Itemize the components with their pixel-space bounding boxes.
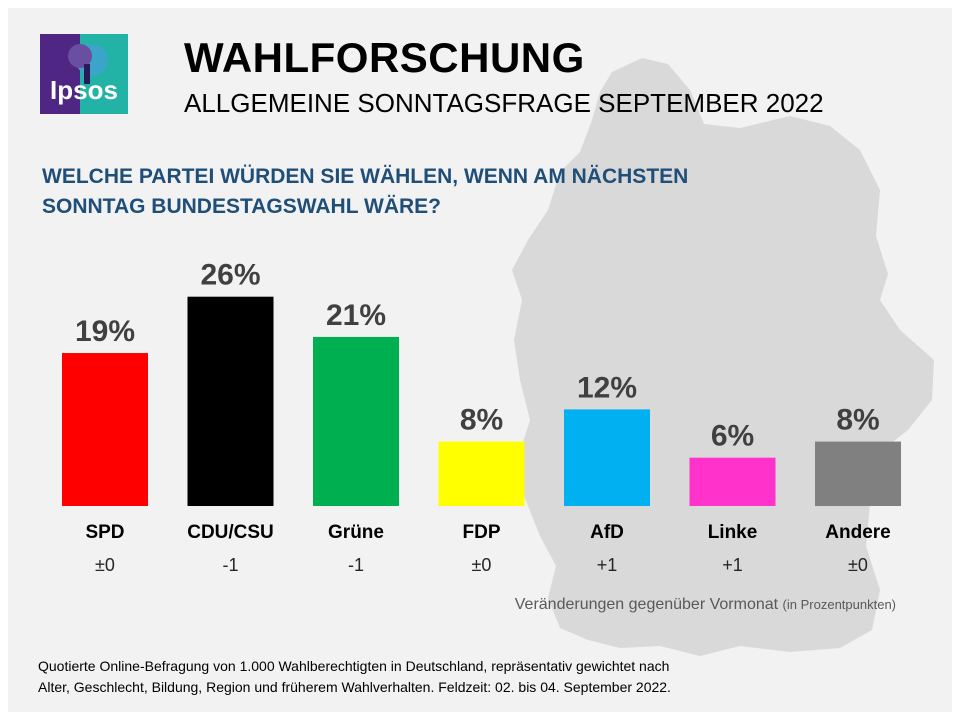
change-label-afd: +1 — [597, 555, 618, 575]
value-label-afd: 12% — [577, 371, 637, 404]
bar-gr-ne — [313, 336, 399, 506]
value-label-andere: 8% — [836, 404, 879, 437]
change-label-fdp: ±0 — [472, 555, 492, 575]
page-title: WAHLFORSCHUNG — [184, 34, 585, 81]
change-label-linke: +1 — [722, 555, 743, 575]
change-label-andere: ±0 — [848, 555, 868, 575]
category-label-andere: Andere — [825, 522, 890, 543]
category-label-linke: Linke — [708, 522, 758, 543]
survey-question: WELCHE PARTEI WÜRDEN SIE WÄHLEN, WENN AM… — [42, 165, 689, 218]
value-label-linke: 6% — [711, 420, 754, 453]
category-label-afd: AfD — [590, 522, 624, 543]
bar-cdu-csu — [187, 296, 274, 506]
logo-tree-icon — [68, 34, 128, 114]
bar-linke — [689, 457, 776, 506]
logo-text: Ipsos — [50, 75, 118, 105]
ipsos-logo: Ipsos — [40, 34, 128, 114]
change-label-gr-ne: -1 — [348, 555, 364, 575]
category-label-fdp: FDP — [463, 522, 501, 543]
bar-afd — [564, 409, 650, 506]
bar-spd — [62, 353, 148, 506]
value-label-fdp: 8% — [460, 404, 503, 437]
change-note-unit: (in Prozentpunkten) — [782, 597, 896, 612]
category-label-spd: SPD — [85, 522, 124, 543]
value-label-gr-ne: 21% — [326, 299, 386, 332]
change-note: Veränderungen gegenüber Vormonat (in Pro… — [0, 596, 896, 614]
methodology-footnote: Quotierte Online-Befragung von 1.000 Wah… — [38, 656, 798, 698]
category-label-gr-ne: Grüne — [328, 522, 384, 543]
change-note-label: Veränderungen gegenüber Vormonat — [514, 596, 779, 613]
change-label-cdu-csu: -1 — [222, 555, 238, 575]
bar-andere — [815, 441, 901, 506]
category-label-cdu-csu: CDU/CSU — [187, 522, 274, 543]
change-label-spd: ±0 — [95, 555, 115, 575]
footnote-line-2: Alter, Geschlecht, Bildung, Region und f… — [38, 679, 671, 695]
page-subtitle: ALLGEMEINE SONNTAGSFRAGE SEPTEMBER 2022 — [184, 88, 824, 118]
footnote-line-1: Quotierte Online-Befragung von 1.000 Wah… — [38, 658, 670, 674]
value-label-spd: 19% — [75, 315, 135, 348]
value-label-cdu-csu: 26% — [200, 259, 260, 292]
bar-fdp — [438, 441, 525, 506]
